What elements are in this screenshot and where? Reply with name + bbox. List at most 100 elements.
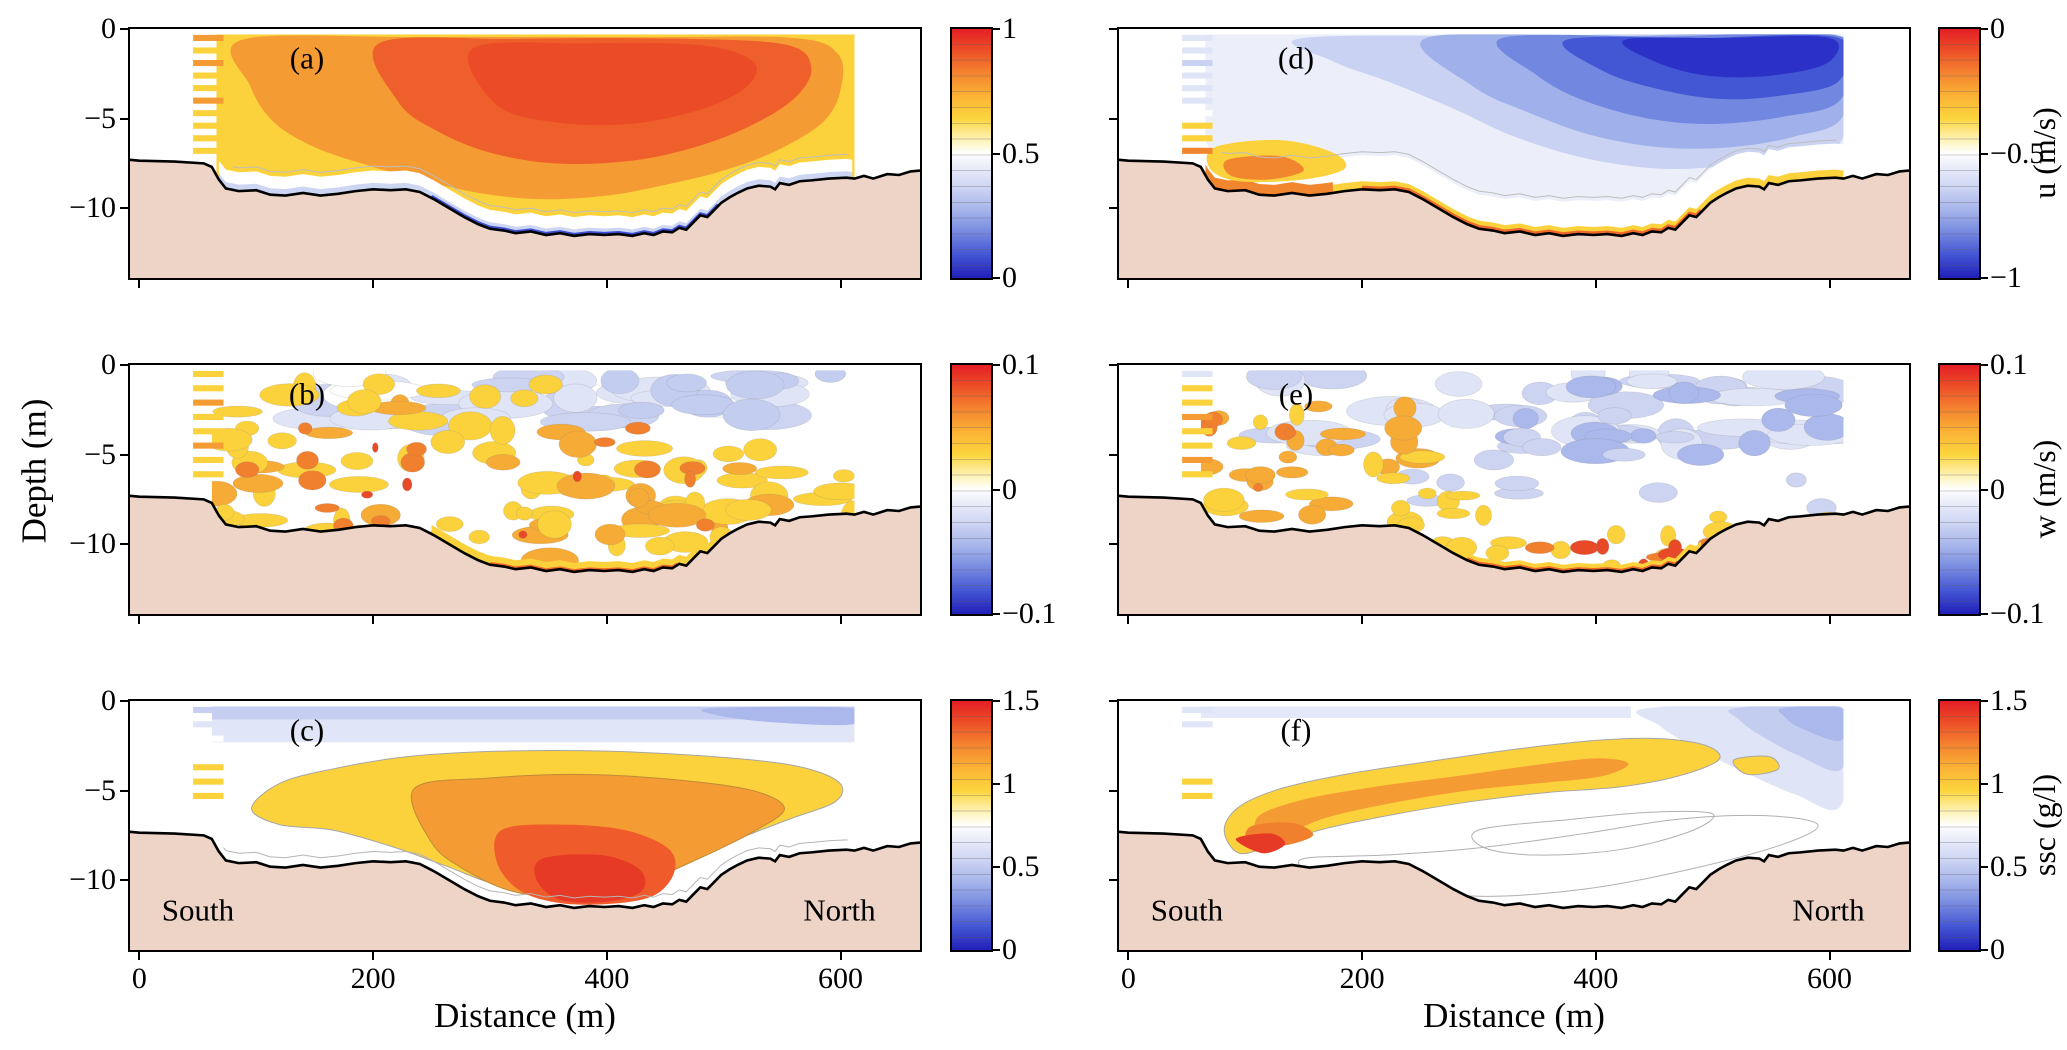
colorbar-tick-mark <box>1979 28 1988 30</box>
y-tick-mark <box>120 789 130 792</box>
colorbar-tick-label: 1.5 <box>1002 684 1040 717</box>
x-tick-mark <box>372 614 375 624</box>
colorbar-tick-label: 0.5 <box>1002 136 1040 170</box>
x-tick-mark <box>1594 278 1597 288</box>
x-tick-label: 200 <box>350 962 396 995</box>
colorbar-tick-label: 1.5 <box>1990 684 2028 717</box>
x-tick-mark <box>1361 278 1364 288</box>
colorbar-tick-label: 0 <box>1990 472 2005 506</box>
colorbar-row0-col1: 0 −0.5 −1 <box>1938 14 2044 293</box>
panel-label-a: (a) <box>289 40 325 76</box>
y-tick-mark <box>120 453 130 456</box>
colorbar-unit-label-w: w (m/s) <box>2026 439 2062 539</box>
colorbar-tick-label: −0.5 <box>1990 136 2045 170</box>
x-tick-mark <box>1594 614 1597 624</box>
y-tick-label: −10 <box>69 191 116 225</box>
colorbar-steps <box>1940 365 1979 614</box>
colorbar-tick-mark <box>1979 277 1988 279</box>
panel-c-plot-area <box>130 706 920 950</box>
south-annotation: South <box>161 892 235 928</box>
colorbar-tick-label: 1 <box>1002 766 1017 800</box>
panel-b-plot-area <box>130 370 920 614</box>
colorbar-tick-label: 0 <box>1990 12 2005 45</box>
panel-e: (e) <box>1109 363 1911 624</box>
panel-label-e: (e) <box>1278 376 1314 412</box>
x-tick-mark <box>372 278 375 288</box>
colorbar-unit-label-ssc: ssc (g/l) <box>2026 773 2062 877</box>
panel-label-c: (c) <box>289 712 325 748</box>
panel-c: (c) South North 0 200 400 600 0 −5 −10 <box>69 686 922 994</box>
panel-e-plot-area <box>1119 370 1909 614</box>
colorbar-gradient <box>1940 701 1979 950</box>
colorbar-tick-label: 0.1 <box>1990 348 2028 381</box>
panel-a: (a) 0 −5 −10 <box>69 14 922 288</box>
colorbar-tick-label: 0 <box>1002 472 1017 506</box>
colorbar-tick-label: 0 <box>1002 261 1017 294</box>
colorbar-tick-label: 0 <box>1002 933 1017 966</box>
x-tick-label: 0 <box>1120 962 1136 995</box>
x-tick-mark <box>1127 614 1130 624</box>
x-tick-mark <box>1127 950 1130 960</box>
colorbar-steps <box>1940 29 1979 278</box>
colorbar-row2-col0: 1.5 1 0.5 0 <box>950 686 1040 965</box>
x-axis-label-right: Distance (m) <box>1423 996 1605 1035</box>
colorbar-tick-label: 0 <box>1990 933 2005 966</box>
colorbar-tick-label: −0.1 <box>1990 597 2045 630</box>
x-tick-mark <box>138 278 141 288</box>
x-tick-label: 200 <box>1339 962 1385 995</box>
panel-d-plot-area <box>1119 34 1909 278</box>
colorbar-row0-col0: 1 0.5 0 <box>950 14 1040 293</box>
colorbar-row1-col1: 0.1 0 −0.1 <box>1938 350 2044 629</box>
colorbar-tick-label: 1 <box>1990 766 2005 800</box>
colorbar-unit-label-u: u (m/s) <box>2026 107 2062 199</box>
x-tick-mark <box>1361 614 1364 624</box>
y-tick-mark <box>120 364 130 366</box>
colorbar-steps <box>952 29 991 278</box>
colorbar-steps <box>1940 701 1979 950</box>
panel-f-plot-area <box>1119 706 1909 950</box>
y-tick-label: −5 <box>84 773 116 807</box>
x-tick-mark <box>138 614 141 624</box>
y-tick-mark <box>120 28 130 30</box>
colorbar-tick-mark <box>991 613 1000 615</box>
x-tick-mark <box>1828 614 1831 624</box>
y-tick-label: 0 <box>101 348 116 381</box>
colorbar-tick-mark <box>1979 782 1988 785</box>
colorbar-tick-mark <box>1979 488 1988 491</box>
colorbar-tick-mark <box>991 700 1000 702</box>
colorbar-tick-mark <box>1979 700 1988 702</box>
colorbar-steps <box>952 701 991 950</box>
south-annotation: South <box>1150 892 1224 928</box>
colorbar-gradient <box>952 365 991 614</box>
colorbar-gradient <box>952 29 991 278</box>
x-tick-mark <box>1828 278 1831 288</box>
north-annotation: North <box>803 892 876 928</box>
panel-b: (b) 0 −5 −10 <box>69 350 922 624</box>
colorbar-steps <box>952 365 991 614</box>
y-tick-mark <box>120 207 130 210</box>
colorbar-tick-mark <box>1979 364 1988 366</box>
y-tick-mark <box>120 700 130 702</box>
colorbar-tick-mark <box>1979 866 1988 869</box>
north-annotation: North <box>1792 892 1865 928</box>
panel-e-contour-field <box>1200 370 1844 572</box>
x-tick-label: 600 <box>818 962 864 995</box>
y-tick-label: −5 <box>84 101 116 135</box>
y-tick-mark <box>1109 117 1119 120</box>
colorbar-row1-col0: 0.1 0 −0.1 <box>950 350 1056 629</box>
y-tick-mark <box>1109 28 1119 30</box>
colorbar-tick-mark <box>991 28 1000 30</box>
colorbar-tick-mark <box>991 364 1000 366</box>
colorbar-tick-mark <box>991 866 1000 869</box>
x-tick-mark <box>839 278 842 288</box>
x-tick-mark <box>605 278 608 288</box>
y-tick-label: −10 <box>69 863 116 897</box>
panel-d: (d) <box>1109 27 1911 288</box>
colorbar-gradient <box>952 701 991 950</box>
panel-f: (f) South North 0 200 400 600 <box>1109 699 1911 994</box>
y-tick-mark <box>1109 700 1119 702</box>
panel-a-plot-area <box>130 34 920 278</box>
y-tick-mark <box>120 543 130 546</box>
colorbar-tick-mark <box>991 782 1000 785</box>
